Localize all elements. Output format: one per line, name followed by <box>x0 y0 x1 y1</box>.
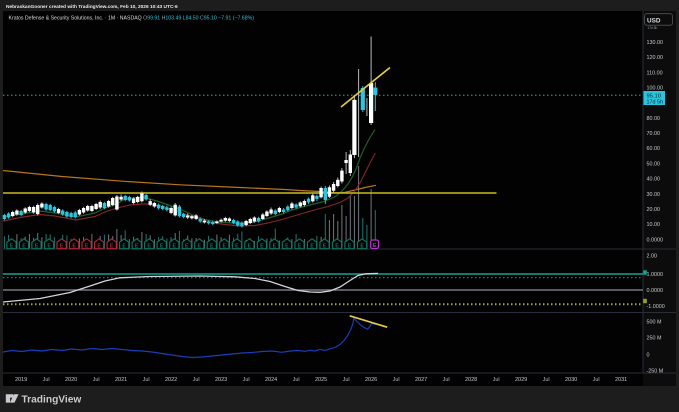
svg-text:0: 0 <box>647 352 650 358</box>
svg-text:E: E <box>235 244 239 250</box>
svg-text:Jul: Jul <box>593 377 600 383</box>
svg-text:120.00: 120.00 <box>647 55 664 61</box>
svg-text:Jul: Jul <box>493 377 500 383</box>
svg-text:100.00: 100.00 <box>647 86 664 92</box>
svg-text:2022: 2022 <box>165 377 177 383</box>
svg-text:2027: 2027 <box>415 377 427 383</box>
svg-text:E: E <box>10 244 14 250</box>
svg-text:E: E <box>60 244 64 250</box>
svg-text:2021: 2021 <box>115 377 127 383</box>
svg-text:E: E <box>260 244 264 250</box>
svg-text:TradingView: TradingView <box>22 394 82 405</box>
svg-text:E: E <box>310 244 314 250</box>
svg-text:E: E <box>185 244 189 250</box>
svg-text:Kratos Defense & Security Solu: Kratos Defense & Security Solutions, Inc… <box>9 16 255 22</box>
svg-text:2024: 2024 <box>265 377 277 383</box>
svg-text:E: E <box>122 244 126 250</box>
svg-text:E: E <box>273 244 277 250</box>
svg-text:E: E <box>285 244 289 250</box>
svg-text:80.00: 80.00 <box>647 116 661 122</box>
svg-text:Jul: Jul <box>293 377 300 383</box>
svg-text:Jul: Jul <box>143 377 150 383</box>
svg-text:50.00: 50.00 <box>647 161 661 167</box>
svg-text:2020: 2020 <box>65 377 77 383</box>
svg-text:Jul: Jul <box>543 377 550 383</box>
svg-text:E: E <box>22 244 26 250</box>
svg-text:20.00: 20.00 <box>647 207 661 213</box>
svg-text:E: E <box>348 244 352 250</box>
svg-text:-1.0000: -1.0000 <box>647 304 665 310</box>
svg-text:E: E <box>147 244 151 250</box>
svg-text:2023: 2023 <box>215 377 227 383</box>
svg-text:E: E <box>298 244 302 250</box>
svg-text:0.0000: 0.0000 <box>647 288 664 294</box>
svg-text:E: E <box>210 244 214 250</box>
svg-text:Jul: Jul <box>443 377 450 383</box>
svg-text:E: E <box>160 244 164 250</box>
svg-text:E: E <box>85 244 89 250</box>
svg-text:E: E <box>198 244 202 250</box>
svg-text:2025: 2025 <box>315 377 327 383</box>
svg-text:E: E <box>223 244 227 250</box>
svg-text:Jul: Jul <box>243 377 250 383</box>
svg-text:-250 M: -250 M <box>647 368 664 374</box>
svg-text:E: E <box>135 244 139 250</box>
svg-text:2030: 2030 <box>565 377 577 383</box>
svg-text:E: E <box>173 244 177 250</box>
svg-text:0.0000: 0.0000 <box>647 237 664 243</box>
svg-text:2.00: 2.00 <box>647 253 658 259</box>
svg-text:E: E <box>248 244 252 250</box>
svg-text:E: E <box>110 244 114 250</box>
svg-text:60.00: 60.00 <box>647 146 661 152</box>
svg-text:E: E <box>47 244 51 250</box>
svg-text:2028: 2028 <box>465 377 477 383</box>
svg-text:E: E <box>373 243 377 249</box>
svg-text:17d 5h: 17d 5h <box>647 100 664 106</box>
svg-text:500 M: 500 M <box>647 320 662 326</box>
svg-text:E: E <box>72 244 76 250</box>
svg-text:2019: 2019 <box>15 377 27 383</box>
svg-text:10.00: 10.00 <box>647 222 661 228</box>
svg-text:E: E <box>323 244 327 250</box>
svg-text:130.00: 130.00 <box>647 40 664 46</box>
svg-text:Jul: Jul <box>43 377 50 383</box>
svg-text:Jul: Jul <box>193 377 200 383</box>
svg-text:Jul: Jul <box>93 377 100 383</box>
svg-text:40.00: 40.00 <box>647 177 661 183</box>
svg-text:2026: 2026 <box>365 377 377 383</box>
svg-text:E: E <box>97 244 101 250</box>
svg-text:E: E <box>335 244 339 250</box>
svg-text:70.00: 70.00 <box>647 131 661 137</box>
svg-text:Jul: Jul <box>343 377 350 383</box>
svg-text:E: E <box>360 244 364 250</box>
svg-text:2029: 2029 <box>515 377 527 383</box>
svg-text:Jul: Jul <box>393 377 400 383</box>
svg-text:E: E <box>35 244 39 250</box>
svg-text:250 M: 250 M <box>647 336 662 342</box>
svg-text:2031: 2031 <box>615 377 627 383</box>
svg-text:17d 5h: 17d 5h <box>648 26 658 30</box>
svg-text:110.00: 110.00 <box>647 70 663 76</box>
svg-text:95.10: 95.10 <box>647 93 662 99</box>
svg-text:30.00: 30.00 <box>647 192 661 198</box>
svg-text:NebraskanGooner created with T: NebraskanGooner created with TradingView… <box>6 4 178 10</box>
svg-text:USD: USD <box>647 17 661 24</box>
svg-text:1.0000: 1.0000 <box>647 272 664 278</box>
